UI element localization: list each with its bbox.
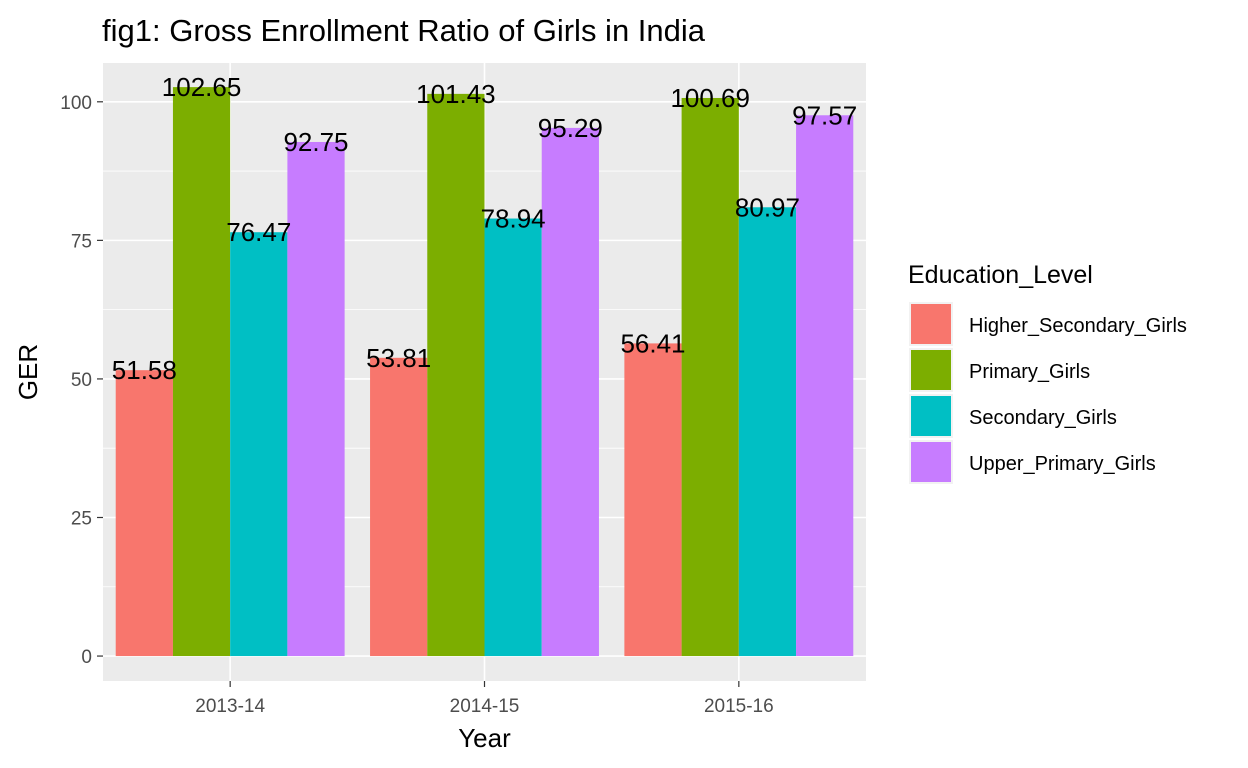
y-tick-label: 0 <box>81 647 92 668</box>
data-labels-layer: 51.58 102.65 76.47 92.75 53.81 101.43 78.94 95.… <box>112 72 857 385</box>
bar <box>681 97 739 657</box>
legend-label: Secondary_Girls <box>969 407 1117 429</box>
data-label: 56.41 <box>620 328 685 358</box>
bar <box>230 232 288 657</box>
bar <box>484 218 542 657</box>
legend-swatch <box>911 396 951 436</box>
y-tick-label: 75 <box>71 231 92 252</box>
y-axis-title: GER <box>13 344 43 400</box>
legend-label: Upper_Primary_Girls <box>969 453 1156 475</box>
data-label: 51.58 <box>112 355 177 385</box>
x-tick-label: 2015-16 <box>704 696 774 717</box>
y-tick-label: 25 <box>71 508 92 529</box>
y-tick-label: 50 <box>71 370 92 391</box>
chart-title: fig1: Gross Enrollment Ratio of Girls in… <box>102 13 706 48</box>
data-label: 92.75 <box>283 127 348 157</box>
x-axis: 2013-14 2014-15 2015-16 <box>195 681 774 717</box>
data-label: 53.81 <box>366 343 431 373</box>
bar <box>370 357 428 657</box>
legend-swatch <box>911 442 951 482</box>
data-label: 76.47 <box>226 217 291 247</box>
legend-title: Education_Level <box>908 261 1093 289</box>
legend-items: Higher_Secondary_Girls Primary_Girls Secon… <box>909 302 1187 484</box>
bar <box>115 370 173 657</box>
y-axis: 0 25 50 75 100 <box>60 93 103 668</box>
data-label: 80.97 <box>735 192 800 222</box>
data-label: 101.43 <box>416 79 496 109</box>
y-tick-label: 100 <box>60 93 92 114</box>
bars-layer <box>115 87 854 657</box>
legend-swatch <box>911 350 951 390</box>
bar <box>287 141 345 657</box>
x-axis-title: Year <box>458 723 511 753</box>
legend: Education_Level Higher_Secondary_Girls Pr… <box>908 261 1187 484</box>
x-tick-label: 2013-14 <box>195 696 265 717</box>
bar <box>541 127 599 657</box>
data-label: 102.65 <box>162 72 242 102</box>
data-label: 97.57 <box>792 100 857 130</box>
bar <box>427 93 485 657</box>
bar <box>738 207 797 657</box>
legend-swatch <box>911 304 951 344</box>
data-label: 100.69 <box>670 83 750 113</box>
data-label: 95.29 <box>538 113 603 143</box>
x-tick-label: 2014-15 <box>450 696 520 717</box>
bar <box>624 343 682 657</box>
bar <box>796 115 854 657</box>
bar <box>172 87 231 657</box>
legend-label: Primary_Girls <box>969 361 1090 383</box>
data-label: 78.94 <box>481 204 546 234</box>
legend-label: Higher_Secondary_Girls <box>969 315 1187 337</box>
